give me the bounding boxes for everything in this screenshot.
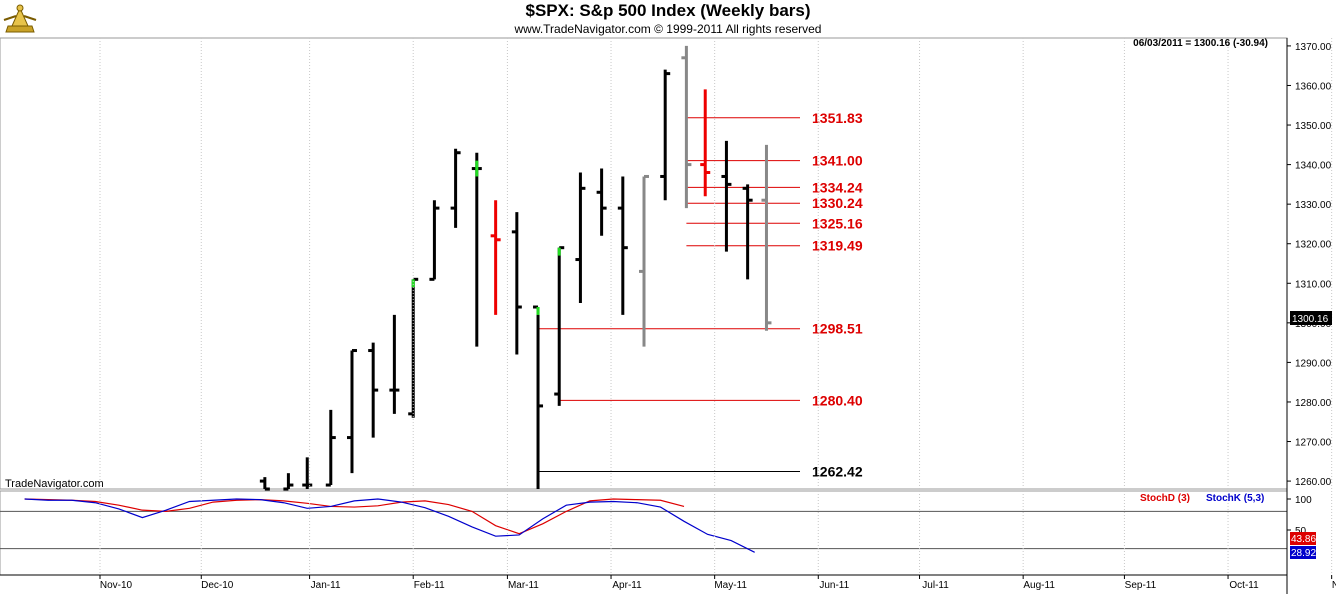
ohlc-bar[interactable] <box>346 349 357 474</box>
y-tick-label: 1350.00 <box>1295 121 1332 132</box>
x-tick-label: Dec-10 <box>201 580 234 591</box>
tradenavigator-logo-icon[interactable] <box>2 2 38 36</box>
x-tick-label: Nov-11 <box>1332 580 1336 591</box>
ohlc-bar[interactable] <box>283 473 294 491</box>
x-tick-label: Aug-11 <box>1023 580 1055 591</box>
stoch-y-tick-label: 50 <box>1295 526 1307 537</box>
ohlc-bar[interactable] <box>533 305 544 489</box>
y-tick-label: 1360.00 <box>1295 81 1332 92</box>
level-label: 1351.83 <box>812 110 863 126</box>
y-tick-label: 1320.00 <box>1295 240 1332 251</box>
ohlc-bar[interactable] <box>660 69 671 201</box>
copyright-subtitle: www.TradeNavigator.com © 1999-2011 All r… <box>514 22 822 36</box>
ohlc-bar[interactable] <box>596 168 607 236</box>
stoch-d-legend: StochD (3) <box>1140 493 1190 504</box>
ohlc-bar[interactable] <box>450 148 461 228</box>
x-tick-label: Sep-11 <box>1125 580 1157 591</box>
y-tick-label: 1370.00 <box>1295 42 1332 53</box>
ohlc-bar[interactable] <box>721 140 732 252</box>
y-tick-label: 1340.00 <box>1295 161 1332 172</box>
stoch-k-last: 28.92 <box>1291 548 1316 559</box>
y-tick-label: 1330.00 <box>1295 200 1332 211</box>
level-label: 1280.40 <box>812 392 863 408</box>
ohlc-bar[interactable] <box>742 184 753 280</box>
ohlc-bar[interactable] <box>490 200 501 315</box>
y-tick-label: 1270.00 <box>1295 438 1332 449</box>
x-tick-label: Jun-11 <box>819 580 849 591</box>
ohlc-bar[interactable] <box>511 212 522 355</box>
ohlc-bar[interactable] <box>700 89 711 197</box>
x-tick-label: Apr-11 <box>612 580 642 591</box>
x-tick-label: Feb-11 <box>414 580 445 591</box>
ohlc-bar[interactable] <box>259 477 270 491</box>
chart-title: $SPX: S&p 500 Index (Weekly bars) <box>525 1 811 20</box>
stoch-plot-area <box>0 490 1288 576</box>
ohlc-bar[interactable] <box>429 200 440 281</box>
stochastic-panel[interactable] <box>0 490 1288 576</box>
ohlc-bar[interactable] <box>368 342 379 438</box>
x-tick-label: Jul-11 <box>922 580 949 591</box>
ohlc-bar[interactable] <box>639 174 650 347</box>
last-price-label: 1300.16 <box>1292 314 1329 325</box>
last-price-badge <box>1290 311 1332 325</box>
x-tick-label: May-11 <box>714 580 747 591</box>
level-label: 1334.24 <box>812 179 863 195</box>
ohlc-bar[interactable] <box>617 176 628 315</box>
level-label: 1325.16 <box>812 215 863 231</box>
level-label: 1341.00 <box>812 153 863 169</box>
level-label: 1298.51 <box>812 321 863 337</box>
y-tick-label: 1260.00 <box>1295 477 1332 488</box>
watermark-text: TradeNavigator.com <box>5 478 104 490</box>
y-tick-label: 1310.00 <box>1295 279 1332 290</box>
ohlc-bar[interactable] <box>325 409 336 487</box>
level-label: 1330.24 <box>812 195 863 211</box>
x-tick-label: Oct-11 <box>1229 580 1259 591</box>
stoch-d-line <box>24 498 685 535</box>
axes: Nov-10 Dec-10 Jan-11 Feb-11 Mar-11 Apr-11 May-… <box>0 38 1336 594</box>
ohlc-bar[interactable] <box>575 172 586 304</box>
stoch-d-last: 43.86 <box>1291 534 1316 545</box>
level-label: 1262.42 <box>812 464 863 480</box>
x-tick-label: Mar-11 <box>508 580 539 591</box>
stoch-k-badge <box>1290 546 1316 559</box>
x-tick-label: Nov-10 <box>100 580 133 591</box>
level-label: 1319.49 <box>812 238 863 254</box>
y-tick-label: 1290.00 <box>1295 358 1332 369</box>
stoch-k-line <box>24 498 755 553</box>
ohlc-bar[interactable] <box>471 152 482 347</box>
price-readout: 06/03/2011 = 1300.16 (-30.94) <box>1133 38 1268 49</box>
stoch-k-legend: StochK (5,3) <box>1206 493 1264 504</box>
x-tick-label: Jan-11 <box>311 580 341 591</box>
ohlc-bar[interactable] <box>761 144 772 331</box>
stoch-y-tick-label: 100 <box>1295 495 1312 506</box>
stoch-d-badge <box>1290 532 1316 545</box>
ohlc-bar[interactable] <box>554 246 565 406</box>
y-tick-label: 1280.00 <box>1295 398 1332 409</box>
ohlc-bar[interactable] <box>681 45 692 209</box>
ohlc-bar[interactable] <box>389 314 400 414</box>
chart-header: $SPX: S&p 500 Index (Weekly bars) www.Tr… <box>0 0 1336 38</box>
